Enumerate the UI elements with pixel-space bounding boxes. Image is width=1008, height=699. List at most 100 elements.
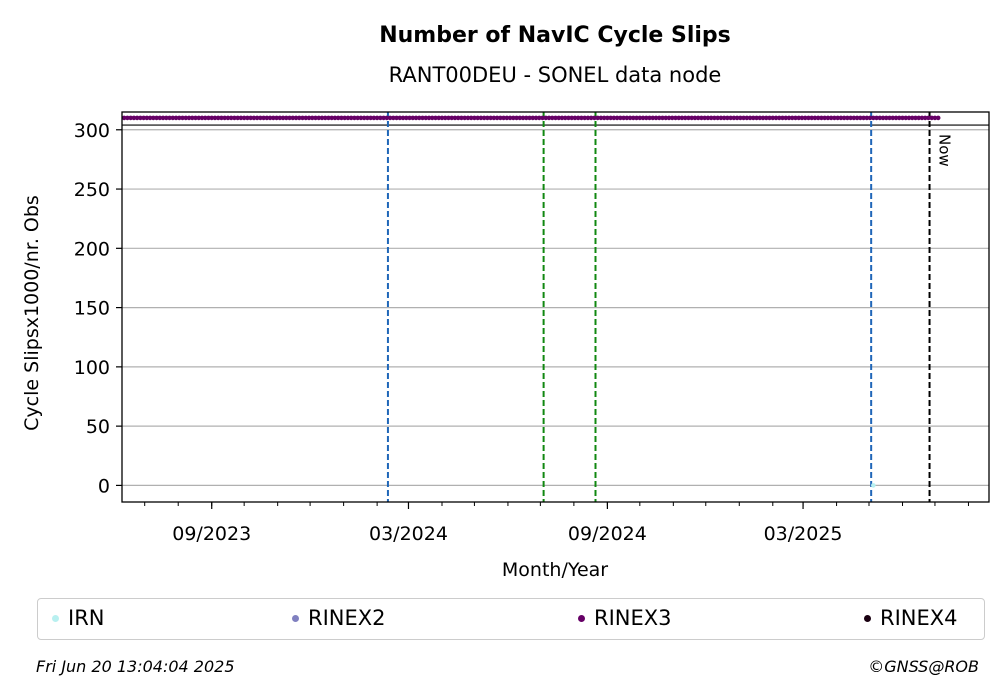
data-point-rinex3 — [887, 115, 892, 121]
data-point-rinex3 — [559, 115, 565, 121]
data-point-rinex3 — [822, 115, 827, 121]
data-point-rinex3 — [433, 115, 438, 121]
data-point-rinex3 — [549, 115, 555, 121]
data-point-rinex3 — [452, 115, 458, 121]
data-point-rinex3 — [245, 115, 250, 121]
data-point-rinex3 — [228, 115, 234, 121]
data-point-rinex3 — [413, 115, 419, 121]
x-tick-label: 03/2025 — [764, 523, 843, 545]
data-point-rinex3 — [776, 115, 782, 121]
data-point-rinex3 — [147, 115, 153, 121]
data-point-rinex3 — [442, 115, 448, 121]
data-point-rinex3 — [206, 115, 211, 121]
data-point-rinex3 — [514, 115, 519, 121]
data-point-rinex3 — [754, 115, 759, 121]
data-point-rinex3 — [319, 115, 325, 121]
legend-marker-rinex4 — [864, 614, 871, 622]
data-point-rinex3 — [141, 115, 146, 121]
data-point-rinex3 — [588, 115, 594, 121]
data-point-rinex3 — [241, 115, 247, 121]
data-point-rinex3 — [416, 115, 422, 121]
data-point-rinex3 — [608, 115, 613, 121]
data-point-rinex3 — [660, 115, 665, 121]
plot-frame — [121, 111, 990, 503]
data-point-rinex3 — [527, 115, 532, 121]
data-point-rinex3 — [352, 115, 357, 121]
y-tick-label: 150 — [74, 298, 110, 320]
data-point-rinex3 — [400, 115, 406, 121]
data-point-rinex3 — [819, 115, 824, 121]
data-point-rinex3 — [530, 115, 536, 121]
x-axis-label: Month/Year — [502, 559, 608, 581]
data-point-rinex3 — [789, 115, 795, 121]
data-point-rinex3 — [183, 115, 189, 121]
data-point-rinex3 — [861, 115, 866, 121]
data-point-rinex3 — [173, 115, 179, 121]
data-point-rinex3 — [144, 115, 150, 121]
data-point-rinex3 — [679, 115, 685, 121]
data-point-rinex3 — [900, 115, 905, 121]
data-point-rinex3 — [783, 115, 789, 121]
data-point-rinex3 — [154, 115, 159, 121]
data-point-rinex3 — [751, 115, 756, 121]
data-point-rinex3 — [838, 115, 844, 121]
data-point-rinex3 — [186, 115, 192, 121]
data-point-rinex3 — [582, 115, 587, 121]
data-point-rinex3 — [562, 115, 568, 121]
data-point-rinex3 — [290, 115, 296, 121]
x-tick-label: 09/2023 — [172, 523, 251, 545]
data-point-rinex3 — [540, 115, 545, 121]
data-point-rinex3 — [566, 115, 571, 121]
data-point-rinex3 — [877, 115, 883, 121]
data-point-rinex3 — [225, 115, 231, 121]
data-point-rinex3 — [631, 115, 636, 121]
chart-title: Number of NavIC Cycle Slips — [379, 23, 731, 48]
data-point-rinex3 — [209, 115, 215, 121]
data-point-rinex3 — [131, 115, 137, 121]
y-tick-label: 250 — [74, 179, 110, 201]
now-label: Now — [936, 134, 954, 167]
data-point-rinex3 — [935, 115, 941, 121]
legend-label-rinex2: RINEX2 — [308, 606, 386, 630]
data-point-rinex3 — [871, 115, 876, 121]
data-point-rinex3 — [825, 115, 831, 121]
data-point-rinex3 — [644, 115, 649, 121]
data-point-rinex3 — [621, 115, 626, 121]
data-point-rinex3 — [764, 115, 769, 121]
data-point-rinex3 — [215, 115, 221, 121]
data-point-rinex3 — [271, 115, 276, 121]
data-point-rinex3 — [407, 115, 412, 121]
legend-item-rinex4: RINEX4 — [864, 605, 958, 631]
data-point-rinex3 — [329, 115, 335, 121]
data-point-rinex3 — [692, 115, 698, 121]
data-point-rinex3 — [669, 115, 675, 121]
data-point-rinex3 — [812, 115, 818, 121]
data-point-rinex3 — [358, 115, 364, 121]
data-point-rinex3 — [605, 115, 610, 121]
data-point-rinex3 — [504, 115, 510, 121]
data-point-rinex3 — [884, 115, 889, 121]
data-point-rinex3 — [624, 115, 630, 121]
data-point-rinex3 — [796, 115, 802, 121]
data-point-rinex3 — [280, 115, 286, 121]
data-point-rinex3 — [579, 115, 584, 121]
data-point-rinex3 — [121, 115, 127, 121]
data-point-rinex3 — [446, 115, 451, 121]
data-point-rinex3 — [160, 115, 166, 121]
data-point-rinex3 — [170, 115, 176, 121]
data-point-rinex3 — [355, 115, 360, 121]
data-point-rinex3 — [592, 115, 597, 121]
data-point-rinex3 — [601, 115, 607, 121]
data-point-rinex3 — [326, 115, 331, 121]
data-point-rinex3 — [494, 115, 500, 121]
legend-marker-irn — [52, 614, 59, 622]
data-point-rinex3 — [731, 115, 737, 121]
data-point-rinex3 — [618, 115, 623, 121]
data-point-rinex3 — [725, 115, 730, 121]
data-point-rinex3 — [219, 115, 224, 121]
data-point-rinex3 — [845, 115, 850, 121]
data-point-rinex3 — [254, 115, 260, 121]
data-point-rinex3 — [439, 115, 445, 121]
data-point-rinex3 — [906, 115, 912, 121]
data-point-rinex3 — [715, 115, 720, 121]
